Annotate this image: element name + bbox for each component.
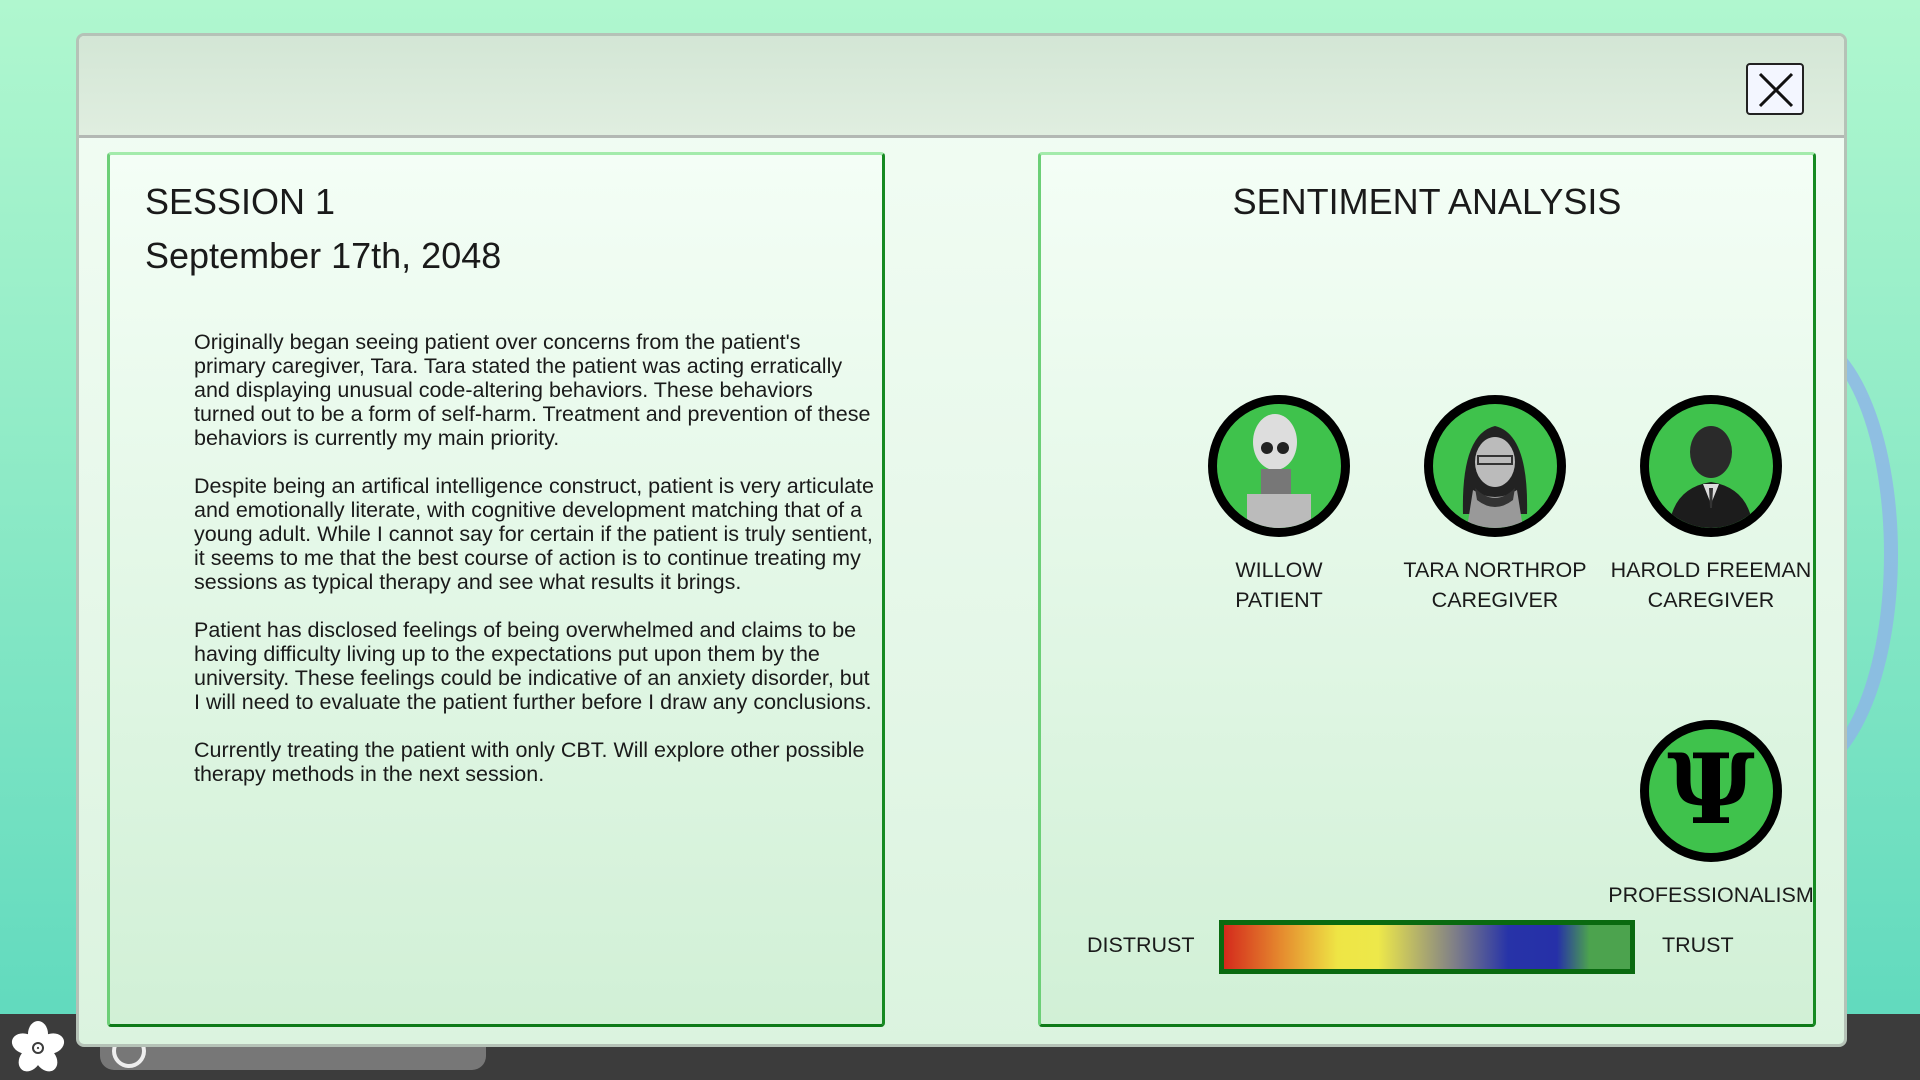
distrust-label: DISTRUST <box>1087 933 1195 957</box>
svg-text:Ψ: Ψ <box>1667 733 1755 846</box>
modal-header <box>79 36 1844 138</box>
note-paragraph: Originally began seeing patient over con… <box>194 330 871 450</box>
person-name: TARA NORTHROP <box>1403 558 1587 582</box>
person-name: HAROLD FREEMAN <box>1610 558 1812 582</box>
sentiment-panel: SENTIMENT ANALYSIS WILLOW PATIENT TARA N… <box>1038 152 1816 1027</box>
person-role: PATIENT <box>1235 588 1323 612</box>
professionalism[interactable]: Ψ PROFESSIONALISM <box>1601 720 1821 910</box>
person-role: CAREGIVER <box>1647 588 1775 612</box>
person-willow[interactable]: WILLOW PATIENT <box>1169 395 1389 615</box>
sentiment-title: SENTIMENT ANALYSIS <box>1232 181 1622 222</box>
professionalism-label: PROFESSIONALISM <box>1608 883 1814 907</box>
psi-icon: Ψ <box>1640 720 1782 862</box>
person-tara-northrop[interactable]: TARA NORTHROP CAREGIVER <box>1385 395 1605 615</box>
close-icon <box>1758 72 1794 108</box>
session-notes-panel: SESSION 1 September 17th, 2048 Originall… <box>107 152 885 1027</box>
note-paragraph: Despite being an artifical intelligence … <box>194 474 874 594</box>
harold-avatar <box>1640 395 1782 537</box>
willow-avatar <box>1208 395 1350 537</box>
loading-icon <box>112 1034 146 1068</box>
person-role: CAREGIVER <box>1431 588 1559 612</box>
note-paragraph: Patient has disclosed feelings of being … <box>194 618 872 714</box>
trust-gradient-bar <box>1219 920 1635 974</box>
session-title: SESSION 1 <box>145 181 336 222</box>
session-modal: SESSION 1 September 17th, 2048 Originall… <box>76 33 1847 1047</box>
session-date: September 17th, 2048 <box>145 235 502 276</box>
tara-avatar <box>1424 395 1566 537</box>
close-button[interactable] <box>1746 63 1804 115</box>
person-harold-freeman[interactable]: HAROLD FREEMAN CAREGIVER <box>1601 395 1821 615</box>
flower-menu-icon[interactable] <box>10 1020 66 1076</box>
trust-label: TRUST <box>1662 933 1734 957</box>
session-notes: Originally began seeing patient over con… <box>194 330 874 810</box>
person-name: WILLOW <box>1235 558 1323 582</box>
note-paragraph: Currently treating the patient with only… <box>194 738 865 786</box>
